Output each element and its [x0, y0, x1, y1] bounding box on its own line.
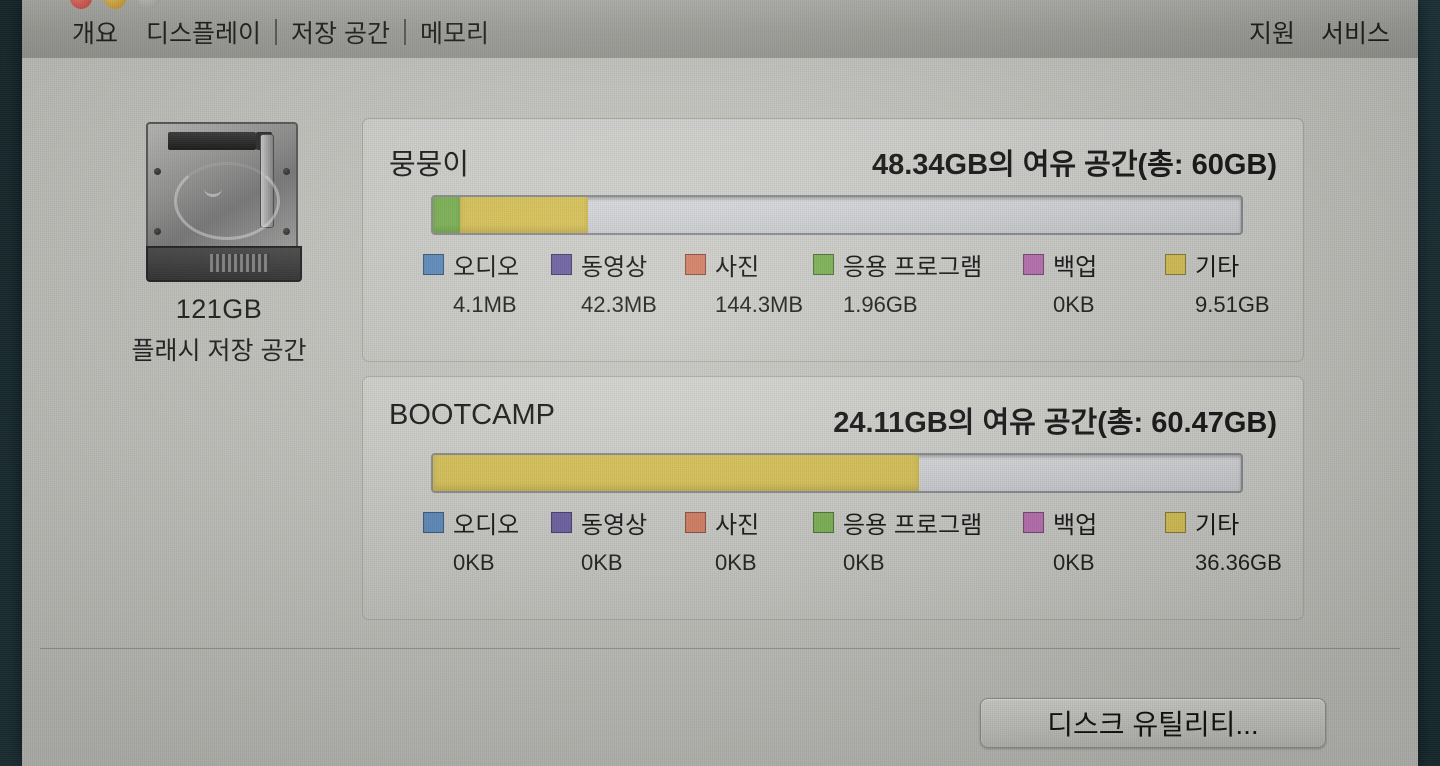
storage-legend: 오디오 4.1MB 동영상 42.3MB 사진 144.3MB 응용 프로그램 1.96GB 백… — [423, 247, 1277, 333]
legend-label: 기타 — [1195, 254, 1240, 281]
legend-label: 기타 — [1195, 512, 1240, 539]
legend-value: 42.3MB — [581, 292, 657, 317]
legend-label: 동영상 — [581, 512, 648, 539]
volume-free-space: 24.11GB의 여유 공간(총: 60.47GB) — [833, 407, 1277, 439]
device-summary: 121GB 플래시 저장 공간 — [84, 120, 354, 367]
window-titlebar: 개요 디스플레이 저장 공간 메모리 지원 서비스 — [22, 0, 1418, 60]
volume-header: BOOTCAMP 24.11GB의 여유 공간(총: 60.47GB) — [389, 399, 1277, 439]
bar-segment-apps — [433, 197, 460, 233]
legend-value: 0KB — [1053, 550, 1095, 575]
tab-storage[interactable]: 저장 공간 — [291, 20, 390, 48]
legend-swatch-audio — [423, 512, 444, 533]
legend-swatch-video — [551, 254, 572, 275]
storage-legend: 오디오 0KB 동영상 0KB 사진 0KB 응용 프로그램 0KB 백업 0KB 기타 36.36G… — [423, 505, 1282, 591]
device-capacity: 121GB — [175, 294, 263, 324]
about-this-mac-window: 개요 디스플레이 저장 공간 메모리 지원 서비스 — [22, 0, 1418, 766]
legend-label: 오디오 — [453, 512, 520, 539]
legend-swatch-apps — [813, 254, 834, 275]
tab-overview[interactable]: 개요 — [72, 20, 119, 48]
legend-swatch-other — [1165, 254, 1186, 275]
device-type: 플래시 저장 공간 — [131, 337, 307, 365]
menu-item-support[interactable]: 지원 — [1248, 20, 1295, 48]
tab-memory[interactable]: 메모리 — [419, 20, 489, 48]
legend-swatch-apps — [813, 512, 834, 533]
footer-divider — [40, 648, 1400, 649]
legend-swatch-backups — [1023, 254, 1044, 275]
legend-value: 144.3MB — [715, 292, 804, 317]
legend-label: 사진 — [715, 512, 760, 539]
disk-utility-button[interactable]: 디스크 유틸리티... — [980, 698, 1326, 748]
legend-swatch-video — [551, 512, 572, 533]
legend-swatch-photos — [685, 254, 706, 275]
legend-item: 동영상 42.3MB — [551, 247, 657, 318]
legend-item: 오디오 0KB — [423, 505, 519, 576]
legend-value: 0KB — [715, 550, 757, 575]
bar-segment-other — [459, 197, 589, 233]
legend-label: 백업 — [1053, 512, 1098, 539]
legend-value: 0KB — [843, 550, 885, 575]
legend-value: 0KB — [453, 550, 495, 575]
storage-bar — [431, 195, 1243, 235]
tab-bar: 개요 디스플레이 저장 공간 메모리 — [58, 14, 503, 50]
legend-value: 0KB — [1053, 292, 1095, 317]
legend-swatch-photos — [685, 512, 706, 533]
legend-label: 오디오 — [453, 254, 520, 281]
legend-value: 36.36GB — [1195, 550, 1282, 575]
volume-panel: BOOTCAMP 24.11GB의 여유 공간(총: 60.47GB) 오디오 0… — [362, 376, 1304, 620]
legend-item: 사진 0KB — [685, 505, 759, 576]
bar-segment-empty — [588, 197, 1241, 233]
hard-disk-icon — [134, 120, 304, 282]
legend-label: 백업 — [1053, 254, 1098, 281]
legend-item: 오디오 4.1MB — [423, 247, 519, 318]
legend-item: 백업 0KB — [1023, 247, 1097, 318]
legend-value: 9.51GB — [1195, 292, 1270, 317]
legend-item: 응용 프로그램 0KB — [813, 505, 982, 576]
volume-name: BOOTCAMP — [389, 399, 555, 431]
legend-value: 0KB — [581, 550, 623, 575]
traffic-light-buttons[interactable] — [70, 0, 160, 9]
legend-swatch-other — [1165, 512, 1186, 533]
legend-item: 응용 프로그램 1.96GB — [813, 247, 982, 318]
legend-item: 사진 144.3MB — [685, 247, 803, 318]
legend-item: 기타 9.51GB — [1165, 247, 1270, 318]
zoom-icon[interactable] — [138, 0, 160, 9]
legend-item: 동영상 0KB — [551, 505, 647, 576]
legend-item: 기타 36.36GB — [1165, 505, 1282, 576]
tab-separator — [275, 19, 278, 45]
legend-item: 백업 0KB — [1023, 505, 1097, 576]
tab-separator — [403, 19, 406, 45]
storage-pane: 121GB 플래시 저장 공간 뭉뭉이 48.34GB의 여유 공간(총: 60… — [22, 58, 1418, 766]
close-icon[interactable] — [70, 0, 92, 9]
storage-bar — [431, 453, 1243, 493]
legend-label: 응용 프로그램 — [843, 254, 983, 281]
bar-segment-empty — [919, 455, 1241, 491]
bar-segment-other — [433, 455, 919, 491]
legend-label: 사진 — [715, 254, 760, 281]
minimize-icon[interactable] — [104, 0, 126, 9]
volume-header: 뭉뭉이 48.34GB의 여유 공간(총: 60GB) — [389, 141, 1277, 181]
volume-panel: 뭉뭉이 48.34GB의 여유 공간(총: 60GB) 오디오 4.1MB 동영상 4… — [362, 118, 1304, 362]
menu-item-service[interactable]: 서비스 — [1320, 20, 1390, 48]
legend-swatch-audio — [423, 254, 444, 275]
right-menu: 지원 서비스 — [1249, 14, 1390, 50]
tab-displays[interactable]: 디스플레이 — [146, 20, 262, 48]
legend-value: 1.96GB — [843, 292, 918, 317]
legend-swatch-backups — [1023, 512, 1044, 533]
legend-label: 응용 프로그램 — [843, 512, 983, 539]
legend-value: 4.1MB — [453, 292, 517, 317]
legend-label: 동영상 — [581, 254, 648, 281]
volume-name: 뭉뭉이 — [389, 149, 470, 181]
volume-free-space: 48.34GB의 여유 공간(총: 60GB) — [871, 149, 1277, 181]
